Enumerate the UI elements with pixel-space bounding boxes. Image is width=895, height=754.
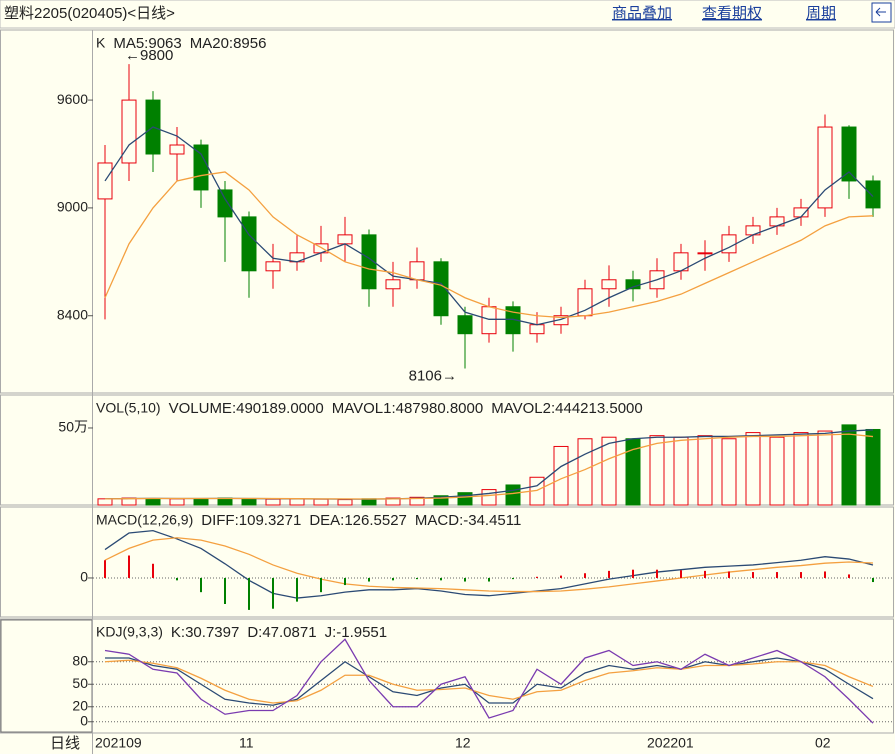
x-tick-label: 11 xyxy=(239,735,254,751)
candle-body xyxy=(841,126,857,182)
volume-bar xyxy=(313,498,329,506)
line-series xyxy=(104,537,874,593)
candle-body xyxy=(241,216,257,272)
line-series xyxy=(104,433,874,500)
candle-body xyxy=(481,306,497,335)
panel-label: KDJ(9,3,3) xyxy=(96,624,163,640)
y-tick-label: 0 xyxy=(80,569,88,585)
candle-body xyxy=(601,279,617,290)
y-tick-label: 50 xyxy=(72,675,88,691)
volume-bar xyxy=(649,435,665,506)
volume-bar xyxy=(433,495,449,506)
volume-bar xyxy=(769,436,785,506)
volume-bar xyxy=(241,498,257,506)
volume-bar xyxy=(145,498,161,506)
legend-entry: MAVOL1:487980.8000 xyxy=(332,400,484,417)
volume-bar xyxy=(601,436,617,506)
x-tick-label: 12 xyxy=(455,735,471,751)
volume-bar xyxy=(265,498,281,506)
y-tick-label: 9000 xyxy=(57,199,88,215)
x-tick-label: 202109 xyxy=(95,735,142,751)
overlay-link[interactable]: 商品叠加 xyxy=(612,5,672,22)
volume-bar xyxy=(841,424,857,506)
candle-body xyxy=(505,306,521,335)
candle-body xyxy=(865,180,881,209)
candle-body xyxy=(529,324,545,335)
period-label: 日线 xyxy=(50,735,80,752)
candle-body xyxy=(337,234,353,245)
volume-bar xyxy=(673,436,689,506)
candle-body xyxy=(553,315,569,326)
volume-bar xyxy=(193,498,209,506)
price-annotation: 8106→ xyxy=(409,368,457,385)
options-link[interactable]: 查看期权 xyxy=(702,5,762,22)
legend-entry: K:30.7397 xyxy=(171,624,239,641)
y-tick-label: 0 xyxy=(80,712,88,728)
legend-entry: DEA:126.5527 xyxy=(309,512,407,529)
x-tick-label: 02 xyxy=(815,735,831,751)
x-tick-label: 202201 xyxy=(647,735,694,751)
candle-body xyxy=(697,252,713,255)
volume-bar xyxy=(745,432,761,506)
y-tick-label: 50万 xyxy=(58,419,88,435)
y-tick-label: 8400 xyxy=(57,306,88,322)
candle-body xyxy=(169,144,185,155)
header-bar xyxy=(0,0,895,29)
volume-bar xyxy=(337,499,353,506)
volume-bar xyxy=(409,496,425,506)
candle-body xyxy=(265,261,281,272)
volume-bar xyxy=(385,497,401,506)
volume-bar xyxy=(793,432,809,506)
legend-entry: J:-1.9551 xyxy=(325,624,388,641)
line-series xyxy=(104,126,874,326)
volume-bar xyxy=(97,498,113,506)
back-arrow xyxy=(875,7,886,17)
header-title: 塑料2205(020405)<日线> xyxy=(4,5,175,22)
candle-body xyxy=(457,315,473,335)
candle-body xyxy=(217,189,233,218)
price-annotation: ←9800 xyxy=(125,47,173,64)
legend-entry: MA5:9063 xyxy=(113,35,181,52)
line-series xyxy=(104,638,874,724)
volume-bar xyxy=(553,445,569,506)
volume-bar xyxy=(697,435,713,506)
legend-entry: D:47.0871 xyxy=(247,624,316,641)
period-link[interactable]: 周期 xyxy=(806,5,836,22)
line-series xyxy=(105,657,874,706)
legend-entry: MACD:-34.4511 xyxy=(415,512,521,529)
y-tick-label: 9600 xyxy=(57,91,88,107)
line-series xyxy=(104,171,874,319)
panel-label: K xyxy=(96,35,106,51)
legend-entry: DIFF:109.3271 xyxy=(201,512,301,529)
legend-entry: MA20:8956 xyxy=(190,35,267,52)
candle-body xyxy=(361,234,377,290)
panel-label: MACD(12,26,9) xyxy=(96,512,193,528)
volume-bar xyxy=(289,498,305,506)
legend-entry: VOLUME:490189.0000 xyxy=(169,400,324,417)
candle-body xyxy=(121,99,137,164)
panel-label: VOL(5,10) xyxy=(96,400,161,416)
candle-body xyxy=(385,279,401,290)
line-series xyxy=(104,529,874,599)
volume-bar xyxy=(505,484,521,506)
y-tick-label: 20 xyxy=(72,697,88,713)
volume-bar xyxy=(457,492,473,506)
candle-body xyxy=(409,261,425,281)
volume-bar xyxy=(721,438,737,506)
volume-bar xyxy=(169,498,185,506)
main-frame xyxy=(0,29,894,394)
candle-body xyxy=(793,207,809,218)
volume-bar xyxy=(817,430,833,506)
volume-bar xyxy=(481,489,497,506)
line-series xyxy=(104,659,874,704)
candle-body xyxy=(193,144,209,191)
volume-bar xyxy=(865,428,881,506)
legend-entry: MAVOL2:444213.5000 xyxy=(491,400,643,417)
y-tick-label: 80 xyxy=(72,652,88,668)
macd-frame xyxy=(0,506,894,618)
